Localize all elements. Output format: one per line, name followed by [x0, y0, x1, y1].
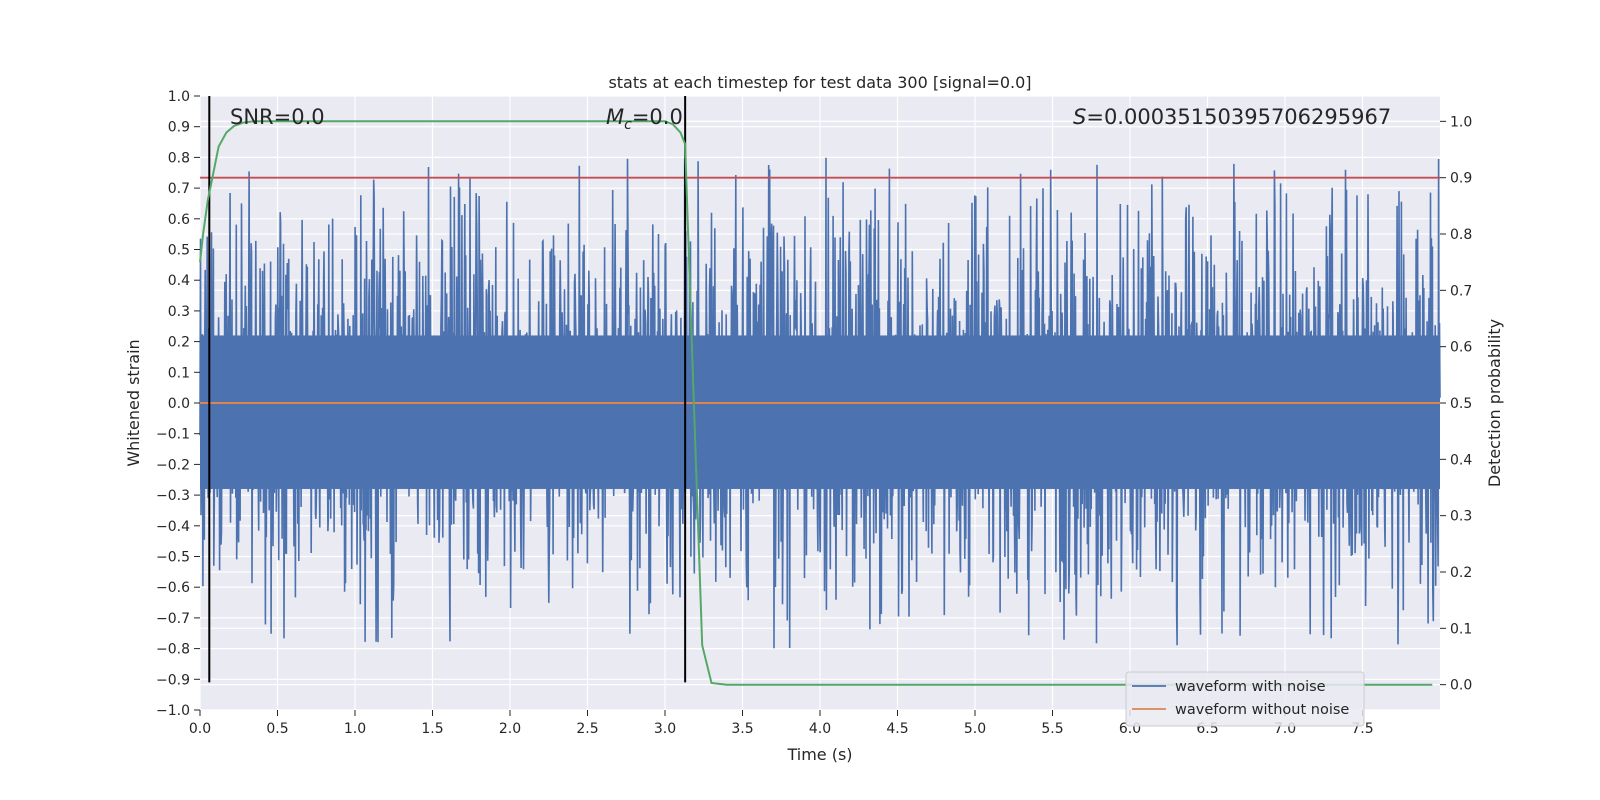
x-tick-label: 4.5 — [886, 721, 908, 737]
y2-tick-label: 0.2 — [1450, 565, 1472, 581]
noisy-trace — [199, 157, 1441, 649]
y2-tick-label: 0.1 — [1450, 621, 1472, 637]
s-symbol: S — [1073, 105, 1086, 129]
y-tick-label: −0.8 — [156, 642, 190, 658]
chart-title: stats at each timestep for test data 300… — [608, 73, 1031, 92]
y-tick-label: 0.7 — [168, 181, 190, 197]
x-tick-label: 2.5 — [576, 721, 598, 737]
legend: waveform with noise waveform without noi… — [1125, 671, 1365, 727]
x-tick-label: 5.5 — [1041, 721, 1063, 737]
y-tick-label: 1.0 — [168, 89, 190, 105]
y-tick-label: 0.3 — [168, 304, 190, 320]
x-tick-label: 3.5 — [731, 721, 753, 737]
mc-annotation: Mc=0.0 — [606, 105, 683, 133]
left-y-axis: −1.0 −0.9 −0.8 −0.7 −0.6 −0.5 −0.4 −0.3 −0.2 −0.1… — [156, 89, 200, 719]
s-annotation: S=0.00035150395706295967 — [1073, 105, 1391, 129]
y-tick-label: −0.5 — [156, 550, 190, 566]
y-tick-label: −0.3 — [156, 488, 190, 504]
x-tick-label: 0.5 — [266, 721, 288, 737]
x-axis-label: Time (s) — [786, 745, 852, 764]
y2-tick-label: 1.0 — [1450, 114, 1472, 130]
x-tick-label: 1.0 — [344, 721, 366, 737]
y-tick-label: −0.6 — [156, 580, 190, 596]
y-tick-label: 0.9 — [168, 120, 190, 136]
y-tick-label: −0.2 — [156, 457, 190, 473]
y-tick-label: 0.6 — [168, 212, 190, 228]
y-tick-label: −1.0 — [156, 703, 190, 719]
legend-box — [1125, 671, 1365, 727]
y-tick-label: −0.1 — [156, 427, 190, 443]
x-tick-label: 2.0 — [499, 721, 521, 737]
y2-tick-label: 0.0 — [1450, 678, 1472, 694]
x-tick-label: 1.5 — [421, 721, 443, 737]
snr-annotation: SNR=0.0 — [230, 105, 325, 129]
mc-symbol: M — [606, 105, 624, 129]
s-value: =0.00035150395706295967 — [1086, 105, 1391, 129]
right-y-axis: 0.0 0.1 0.2 0.3 0.4 0.5 0.6 0.7 0.8 0.9 1.0 — [1440, 114, 1472, 694]
x-tick-label: 4.0 — [809, 721, 831, 737]
y-tick-label: −0.9 — [156, 672, 190, 688]
x-tick-label: 0.0 — [189, 721, 211, 737]
y-tick-label: 0.8 — [168, 150, 190, 166]
mc-value: =0.0 — [632, 105, 683, 129]
y2-tick-label: 0.7 — [1450, 283, 1472, 299]
y-tick-label: 0.4 — [168, 273, 190, 289]
y2-tick-label: 0.4 — [1450, 452, 1472, 468]
y2-axis-label: Detection probability — [1485, 319, 1504, 487]
y2-tick-label: 0.5 — [1450, 396, 1472, 412]
series-detection-probability — [199, 120, 1433, 686]
y2-tick-label: 0.3 — [1450, 509, 1472, 525]
x-tick-label: 3.0 — [654, 721, 676, 737]
y2-tick-label: 0.8 — [1450, 227, 1472, 243]
series-waveform-with-noise — [199, 157, 1441, 649]
y2-tick-label: 0.9 — [1450, 171, 1472, 187]
legend-entry-clean: waveform without noise — [1175, 702, 1349, 718]
y-tick-label: 0.0 — [168, 396, 190, 412]
legend-entry-noisy: waveform with noise — [1175, 679, 1326, 695]
y-axis-label: Whitened strain — [124, 339, 143, 466]
x-tick-label: 5.0 — [964, 721, 986, 737]
y-tick-label: 0.5 — [168, 243, 190, 259]
y-tick-label: −0.4 — [156, 519, 190, 535]
y-tick-label: 0.2 — [168, 335, 190, 351]
y-tick-label: −0.7 — [156, 611, 190, 627]
mc-subscript: c — [624, 117, 632, 133]
y2-tick-label: 0.6 — [1450, 340, 1472, 356]
y-tick-label: 0.1 — [168, 365, 190, 381]
